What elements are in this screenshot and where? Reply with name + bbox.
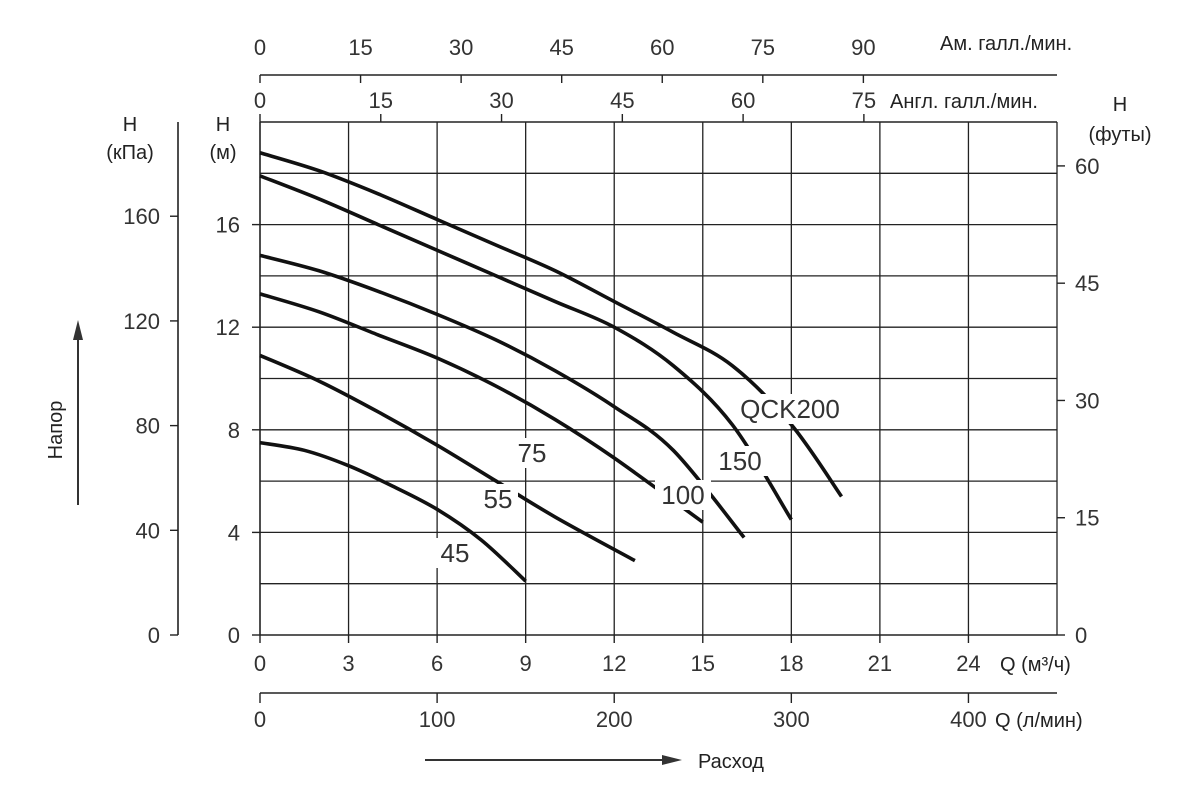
x-tick-label-lpm: 0 <box>254 707 266 732</box>
flow-axis-label: Расход <box>698 751 764 773</box>
x-tick-label-m3h: 24 <box>956 651 980 676</box>
y-tick-label-kpa: 0 <box>148 623 160 648</box>
x-tick-label-ukgpm: 45 <box>610 88 634 113</box>
y-tick-label-m: 16 <box>216 213 240 238</box>
y-tick-label-ft: 45 <box>1075 271 1099 296</box>
head-axis-label: Напор <box>45 401 67 460</box>
flow-arrow-icon <box>662 755 682 765</box>
curve-45 <box>259 440 527 583</box>
x-tick-label-m3h: 12 <box>602 651 626 676</box>
curve-label-bg <box>712 446 768 476</box>
y-tick-label-kpa: 160 <box>123 204 160 229</box>
curve-label-bg <box>478 484 518 514</box>
y-tick-label-m: 4 <box>228 520 240 545</box>
x-axis-label-m3h: Q (м³/ч) <box>1000 654 1071 676</box>
x-tick-label-ukgpm: 15 <box>369 88 393 113</box>
y-tick-label-ft: 30 <box>1075 388 1099 413</box>
y-tick-label-kpa: 80 <box>136 414 160 439</box>
x-tick-label-lpm: 400 <box>950 707 987 732</box>
curve-label-150: 150 <box>718 446 761 476</box>
x-axis-label-usgpm: Ам. галл./мин. <box>940 33 1072 55</box>
x-tick-label-usgpm: 45 <box>549 35 573 60</box>
curve-label-100: 100 <box>661 480 704 510</box>
y-axis-label-ft-line2: (футы) <box>1088 124 1151 146</box>
y-tick-label-kpa: 40 <box>136 518 160 543</box>
x-tick-label-m3h: 3 <box>342 651 354 676</box>
performance-curves <box>259 151 843 583</box>
x-tick-label-usgpm: 75 <box>751 35 775 60</box>
x-tick-label-lpm: 300 <box>773 707 810 732</box>
x-tick-label-m3h: 18 <box>779 651 803 676</box>
x-tick-label-lpm: 200 <box>596 707 633 732</box>
curve-label-75: 75 <box>518 438 547 468</box>
y-tick-label-m: 12 <box>216 315 240 340</box>
curve-55 <box>259 353 636 563</box>
y-tick-label-m: 8 <box>228 418 240 443</box>
x-tick-label-ukgpm: 30 <box>489 88 513 113</box>
curve-label-bg <box>435 538 475 568</box>
x-tick-label-m3h: 21 <box>868 651 892 676</box>
head-arrow-icon <box>73 320 83 340</box>
x-tick-label-ukgpm: 75 <box>852 88 876 113</box>
curve-150 <box>259 174 793 521</box>
x-axis-label-lpm: Q (л/мин) <box>995 710 1083 732</box>
x-tick-label-m3h: 6 <box>431 651 443 676</box>
x-tick-label-lpm: 100 <box>419 707 456 732</box>
x-tick-label-usgpm: 0 <box>254 35 266 60</box>
y-tick-label-ft: 60 <box>1075 154 1099 179</box>
x-tick-label-m3h: 9 <box>520 651 532 676</box>
curve-label-bg <box>738 394 842 424</box>
y-axis-label-kpa-line1: H <box>123 114 137 136</box>
x-tick-label-usgpm: 90 <box>851 35 875 60</box>
y-tick-label-ft: 0 <box>1075 623 1087 648</box>
x-tick-label-m3h: 0 <box>254 651 266 676</box>
curve-100 <box>259 253 746 539</box>
y-tick-label-kpa: 120 <box>123 309 160 334</box>
x-tick-label-ukgpm: 60 <box>731 88 755 113</box>
grid <box>260 122 1058 635</box>
y-tick-label-ft: 15 <box>1075 506 1099 531</box>
axes <box>73 74 1065 765</box>
x-tick-label-usgpm: 60 <box>650 35 674 60</box>
curve-qck200 <box>259 151 843 498</box>
curve-label-bg <box>512 438 552 468</box>
x-tick-label-ukgpm: 0 <box>254 88 266 113</box>
curve-label-45: 45 <box>441 538 470 568</box>
x-tick-label-usgpm: 30 <box>449 35 473 60</box>
x-tick-label-m3h: 15 <box>691 651 715 676</box>
curve-label-bg <box>655 480 711 510</box>
y-axis-label-m-line2: (м) <box>209 142 236 164</box>
y-tick-label-m: 0 <box>228 623 240 648</box>
x-tick-label-usgpm: 15 <box>348 35 372 60</box>
y-axis-label-ft-line1: H <box>1113 94 1127 116</box>
x-axis-label-ukgpm: Англ. галл./мин. <box>890 91 1038 113</box>
curve-label-55: 55 <box>484 484 513 514</box>
curve-label-qck200: QCK200 <box>740 394 840 424</box>
y-axis-label-kpa-line2: (кПа) <box>106 142 154 164</box>
y-axis-label-m-line1: H <box>216 114 230 136</box>
curve-75 <box>259 292 704 524</box>
